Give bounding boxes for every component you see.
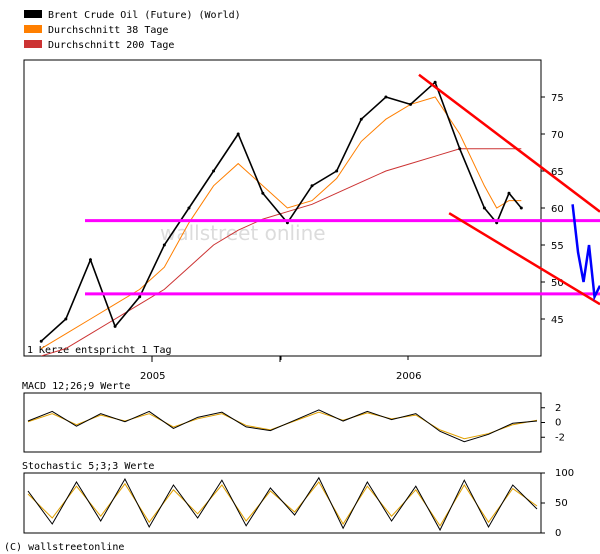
y-tick-label: 75 [551, 93, 564, 104]
y-tick-label: 100 [555, 468, 574, 479]
legend-swatch [24, 25, 42, 33]
price-point [236, 132, 240, 136]
y-tick-label: 60 [551, 204, 564, 215]
price-point [384, 95, 388, 99]
indicator-line-MACD [27, 409, 538, 443]
y-tick-label: 50 [551, 278, 564, 289]
x-tick-label: 2005 [140, 371, 165, 382]
price-point [88, 258, 92, 262]
price-point [409, 102, 413, 106]
legend-label: Durchschnitt 38 Tage [48, 25, 168, 36]
price-point [482, 206, 486, 210]
price-point [359, 117, 363, 121]
x-tick-label: 2006 [396, 371, 421, 382]
footer: (C) wallstreetonline [4, 542, 124, 553]
bar-note: 1 Kerze entspricht 1 Tag [27, 345, 172, 356]
legend-swatch [24, 40, 42, 48]
y-tick-label: 70 [551, 130, 564, 141]
price-point [433, 80, 437, 84]
y-tick-label: 0 [555, 418, 561, 429]
price-point [507, 191, 511, 195]
y-tick-label: -2 [555, 432, 565, 443]
legend-label: Brent Crude Oil (Future) (World) [48, 10, 241, 21]
price-point [187, 206, 191, 210]
price-point [519, 206, 523, 210]
legend-label: Durchschnitt 200 Tage [48, 40, 174, 51]
price-point [138, 295, 142, 299]
price-point [64, 317, 68, 321]
trend-line [418, 73, 600, 213]
price-point [335, 169, 339, 173]
price-point [310, 184, 314, 188]
price-point [113, 324, 117, 328]
legend-swatch [24, 10, 42, 18]
y-tick-label: 0 [555, 528, 561, 539]
price-point [39, 339, 43, 343]
y-tick-label: 45 [551, 315, 564, 326]
price-point [162, 243, 166, 247]
projection-line [571, 204, 600, 302]
indicator-panel-macd [23, 392, 542, 453]
watermark: wallstreet online [160, 221, 326, 245]
y-tick-label: 50 [555, 498, 568, 509]
price-point [261, 191, 265, 195]
price-point [212, 169, 216, 173]
series-line-0 [40, 80, 522, 342]
indicator-title: Stochastic 5;3;3 Werte [22, 461, 154, 472]
trend-line [448, 212, 600, 306]
y-tick-label: 2 [555, 403, 561, 414]
y-tick-label: 55 [551, 241, 564, 252]
y-tick-label: 65 [551, 167, 564, 178]
price-point [458, 147, 462, 151]
indicator-line-%K [27, 476, 538, 532]
indicator-title: MACD 12;26;9 Werte [22, 381, 130, 392]
main-panel [23, 59, 542, 357]
